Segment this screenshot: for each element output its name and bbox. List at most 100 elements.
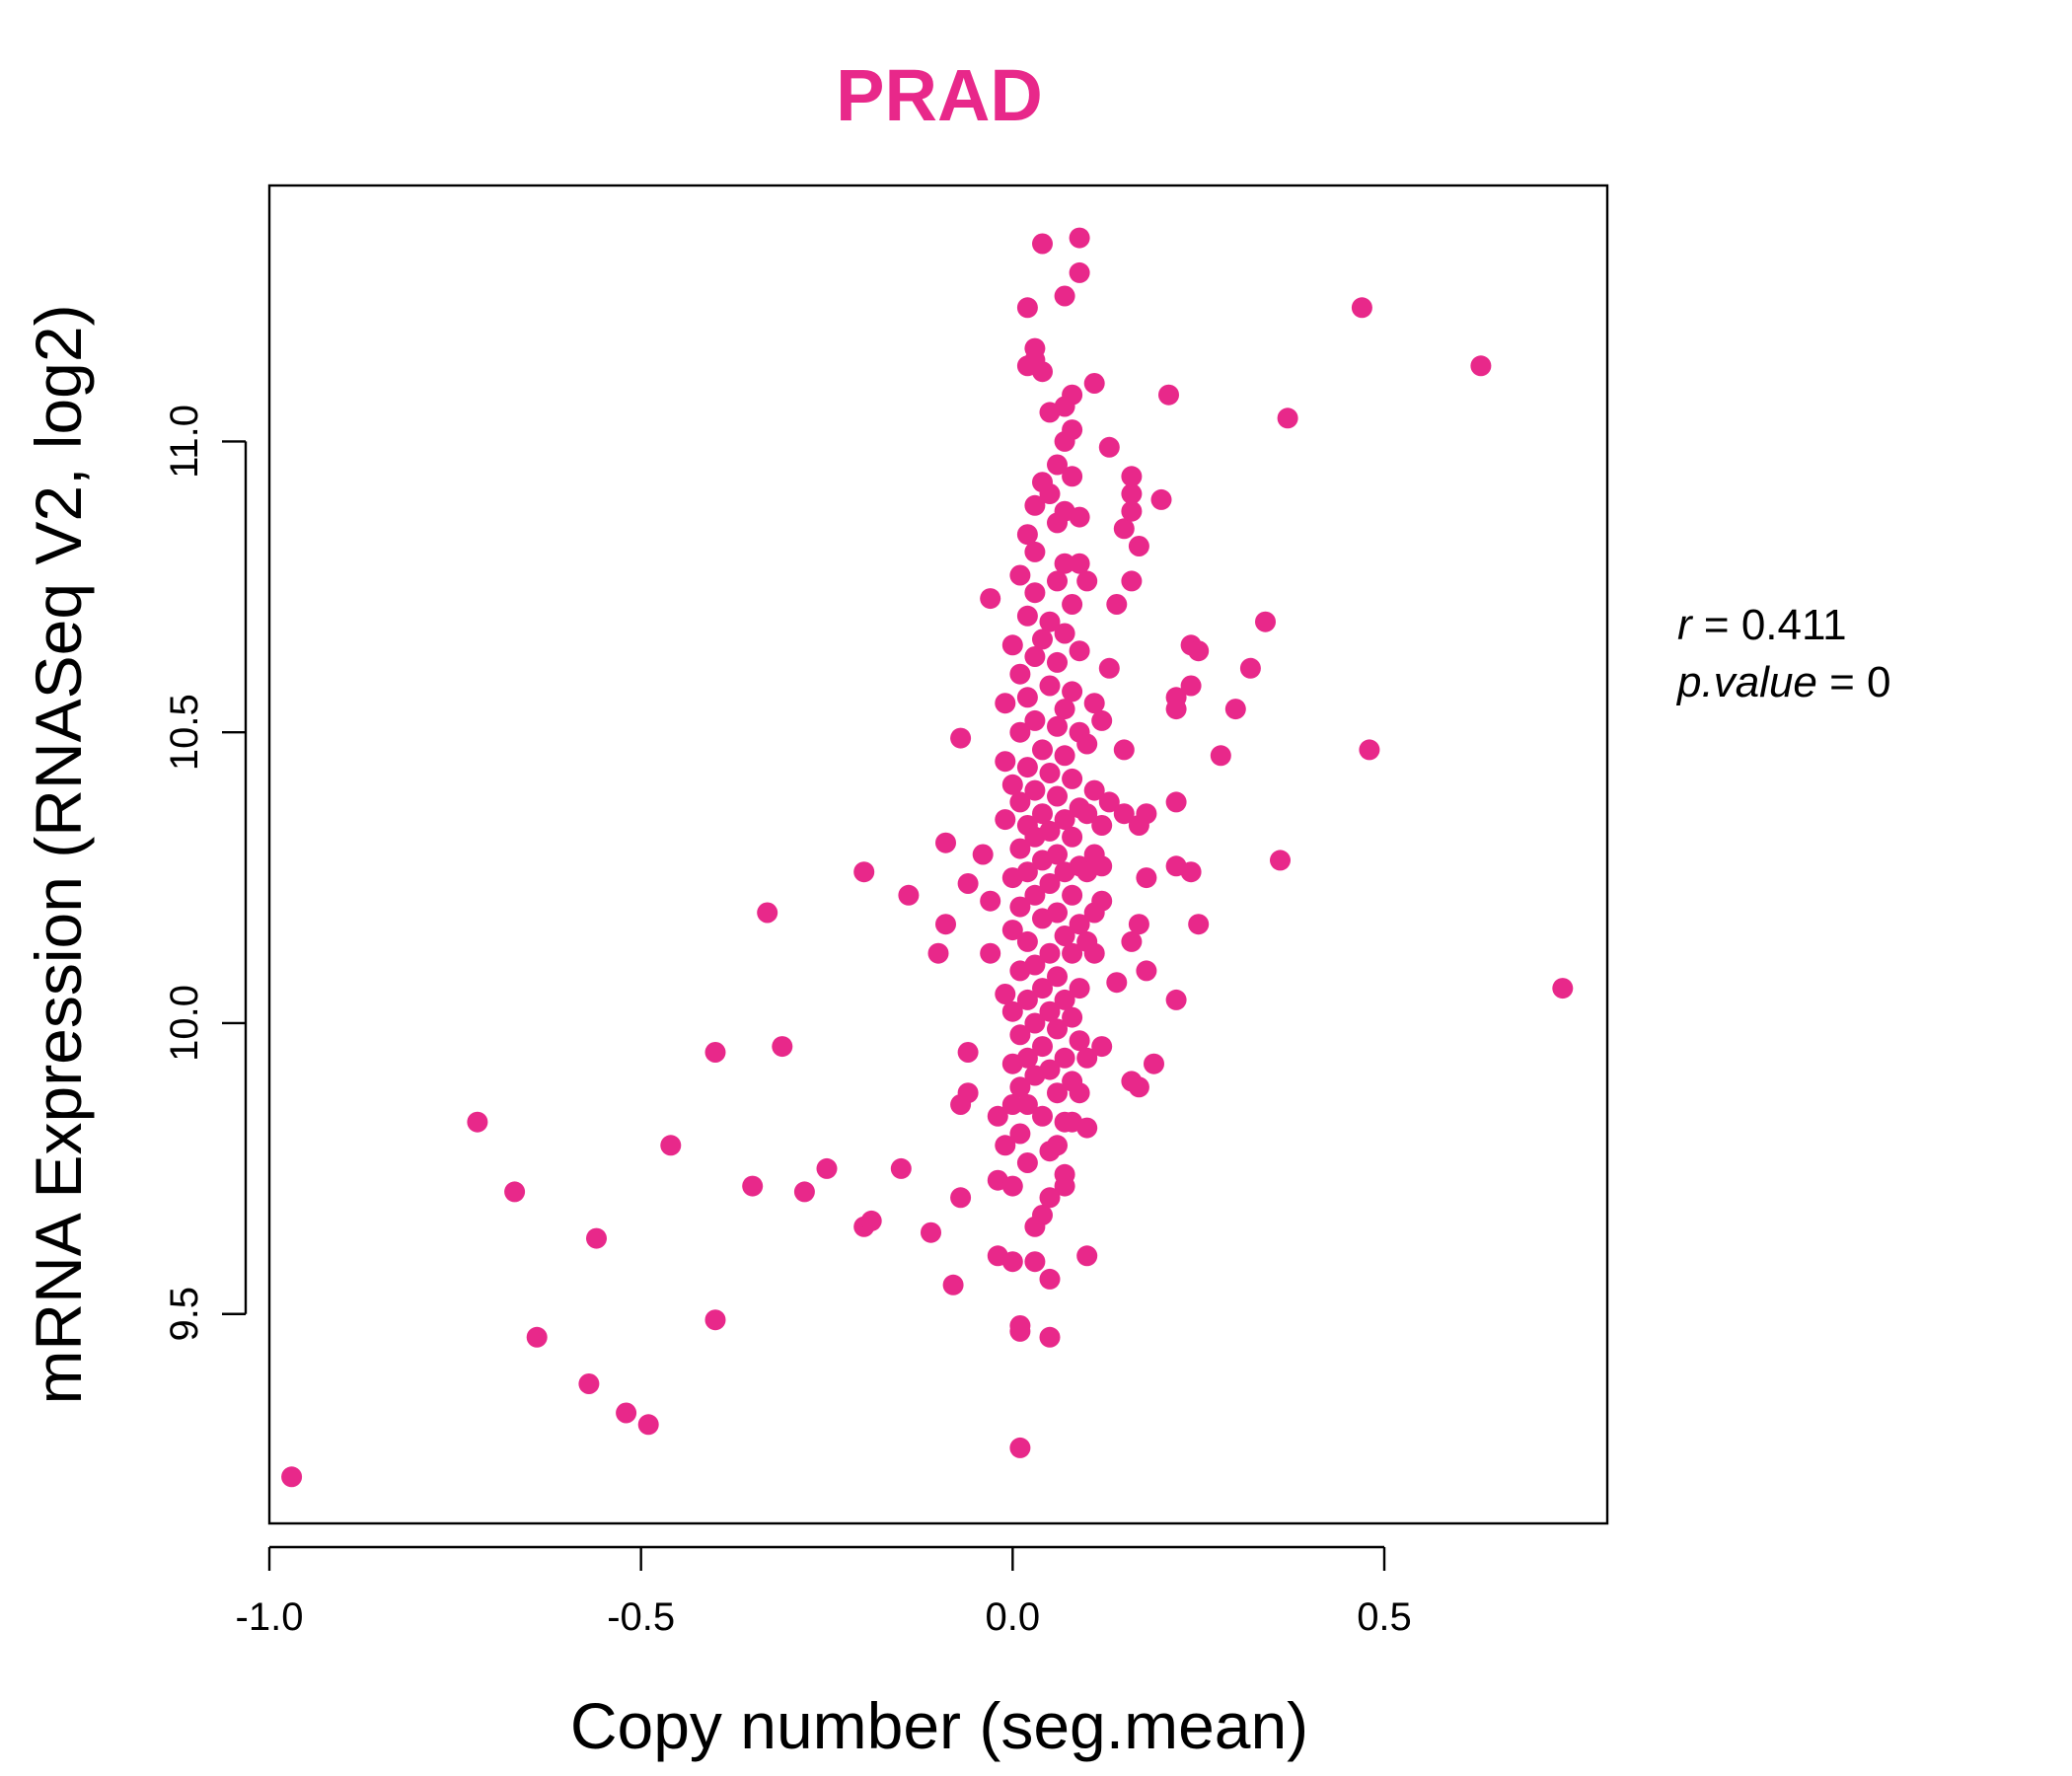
data-point bbox=[586, 1227, 607, 1249]
data-point bbox=[1188, 640, 1210, 662]
p-label: p.value bbox=[1675, 658, 1817, 706]
y-tick-label: 11.0 bbox=[163, 405, 206, 479]
data-point bbox=[1106, 972, 1128, 994]
data-point bbox=[950, 1187, 972, 1209]
data-point bbox=[995, 693, 1016, 714]
data-point bbox=[1062, 466, 1083, 487]
data-point bbox=[1128, 536, 1149, 556]
data-point bbox=[1062, 384, 1083, 406]
data-point bbox=[1024, 884, 1046, 906]
data-point bbox=[1069, 640, 1090, 662]
data-point bbox=[1047, 715, 1068, 737]
data-point bbox=[1165, 699, 1187, 720]
data-point bbox=[1039, 483, 1061, 504]
data-point bbox=[1024, 779, 1046, 801]
data-point bbox=[1009, 1437, 1031, 1458]
data-point bbox=[1016, 297, 1038, 319]
data-point bbox=[1069, 1030, 1090, 1052]
r-equals: = bbox=[1692, 601, 1741, 649]
data-point bbox=[1069, 914, 1090, 935]
x-tick-label: 0.0 bbox=[986, 1595, 1041, 1639]
data-point bbox=[1054, 623, 1075, 644]
data-point bbox=[1009, 663, 1031, 685]
data-point bbox=[1091, 709, 1113, 731]
data-points bbox=[281, 227, 1574, 1488]
data-point bbox=[1009, 721, 1031, 743]
data-point bbox=[704, 1309, 726, 1331]
data-point bbox=[1001, 634, 1023, 656]
data-point bbox=[1121, 483, 1143, 504]
data-point bbox=[1016, 524, 1038, 546]
y-tick-label: 10.0 bbox=[163, 985, 206, 1062]
data-point bbox=[1098, 436, 1120, 458]
data-point bbox=[1552, 978, 1574, 999]
data-point bbox=[1024, 954, 1046, 976]
data-point bbox=[1128, 1076, 1149, 1098]
data-point bbox=[1270, 850, 1291, 871]
data-point bbox=[1144, 1053, 1164, 1074]
data-point bbox=[1001, 920, 1023, 941]
data-point bbox=[1009, 564, 1031, 586]
data-point bbox=[1069, 978, 1090, 999]
data-point bbox=[1224, 699, 1246, 720]
data-point bbox=[1076, 570, 1098, 592]
data-point bbox=[1091, 890, 1113, 912]
data-point bbox=[1121, 500, 1143, 522]
x-tick-label: 0.5 bbox=[1357, 1595, 1412, 1639]
data-point bbox=[1083, 779, 1105, 801]
data-point bbox=[1239, 657, 1261, 679]
data-point bbox=[1047, 1082, 1068, 1104]
data-point bbox=[995, 809, 1016, 831]
data-point bbox=[1098, 791, 1120, 813]
data-point bbox=[1009, 1123, 1031, 1145]
data-point bbox=[1032, 1036, 1053, 1058]
x-axis-label: Copy number (seg.mean) bbox=[570, 1689, 1308, 1762]
data-point bbox=[1032, 233, 1053, 255]
data-point bbox=[1054, 699, 1075, 720]
p-equals: = bbox=[1817, 658, 1867, 706]
x-axis: -1.0 -0.5 0.0 0.5 bbox=[236, 1545, 1412, 1639]
data-point bbox=[1032, 361, 1053, 383]
data-point bbox=[578, 1373, 600, 1394]
data-point bbox=[995, 751, 1016, 773]
r-label: r bbox=[1677, 601, 1694, 649]
data-point bbox=[921, 1221, 941, 1243]
data-point bbox=[1001, 1094, 1023, 1115]
data-point bbox=[281, 1466, 303, 1488]
data-point bbox=[1032, 1205, 1053, 1225]
data-point bbox=[1024, 582, 1046, 604]
data-point bbox=[1062, 1006, 1083, 1028]
data-point bbox=[957, 873, 979, 894]
data-point bbox=[1024, 541, 1046, 562]
data-point bbox=[1047, 902, 1068, 924]
data-point bbox=[1039, 763, 1061, 783]
data-point bbox=[1069, 553, 1090, 574]
data-point bbox=[1039, 1187, 1061, 1209]
data-point bbox=[942, 1274, 964, 1295]
data-point bbox=[1024, 709, 1046, 731]
data-point bbox=[742, 1175, 764, 1197]
data-point bbox=[1024, 1251, 1046, 1273]
correlation-stats: r = 0.411 p.value = 0 bbox=[1675, 601, 1891, 706]
data-point bbox=[1054, 925, 1075, 946]
data-point bbox=[1076, 1245, 1098, 1267]
data-point bbox=[1009, 1024, 1031, 1046]
data-point bbox=[1150, 488, 1172, 510]
data-point bbox=[526, 1326, 548, 1348]
data-point bbox=[1016, 1094, 1038, 1115]
data-point bbox=[995, 984, 1016, 1004]
data-point bbox=[1032, 1105, 1053, 1127]
data-point bbox=[1136, 803, 1157, 825]
data-point bbox=[1062, 594, 1083, 615]
data-point bbox=[757, 902, 778, 924]
data-point bbox=[1076, 803, 1098, 825]
data-point bbox=[1032, 978, 1053, 999]
data-point bbox=[1113, 803, 1135, 825]
data-point bbox=[1054, 809, 1075, 831]
data-point bbox=[793, 1181, 815, 1203]
data-point bbox=[1024, 646, 1046, 667]
data-point bbox=[1069, 1082, 1090, 1104]
data-point bbox=[1136, 960, 1157, 982]
data-point bbox=[1047, 1135, 1068, 1156]
data-point bbox=[980, 588, 1001, 610]
